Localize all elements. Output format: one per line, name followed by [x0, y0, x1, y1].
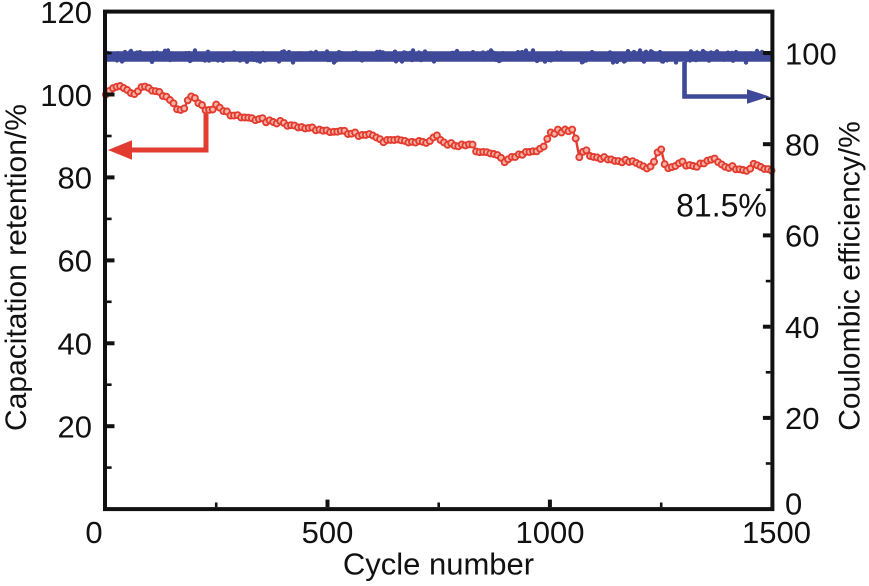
svg-text:20: 20 [58, 409, 92, 444]
svg-text:120: 120 [40, 0, 92, 30]
svg-text:500: 500 [302, 515, 354, 550]
svg-text:60: 60 [785, 219, 819, 254]
svg-text:Coulombic efficiency/%: Coulombic efficiency/% [834, 121, 867, 431]
svg-text:20: 20 [785, 401, 819, 436]
svg-text:40: 40 [785, 310, 819, 345]
svg-text:Capacitation retention/%: Capacitation retention/% [0, 104, 33, 431]
svg-text:Cycle number: Cycle number [343, 547, 534, 582]
svg-text:80: 80 [785, 128, 819, 163]
svg-text:100: 100 [40, 78, 92, 113]
svg-text:81.5%: 81.5% [676, 188, 767, 224]
svg-text:40: 40 [58, 327, 92, 362]
svg-text:60: 60 [58, 244, 92, 279]
svg-text:1500: 1500 [742, 515, 811, 550]
svg-text:80: 80 [58, 161, 92, 196]
svg-text:0: 0 [85, 515, 102, 550]
svg-text:0: 0 [785, 487, 802, 522]
svg-text:1000: 1000 [516, 515, 585, 550]
svg-text:100: 100 [785, 36, 837, 71]
